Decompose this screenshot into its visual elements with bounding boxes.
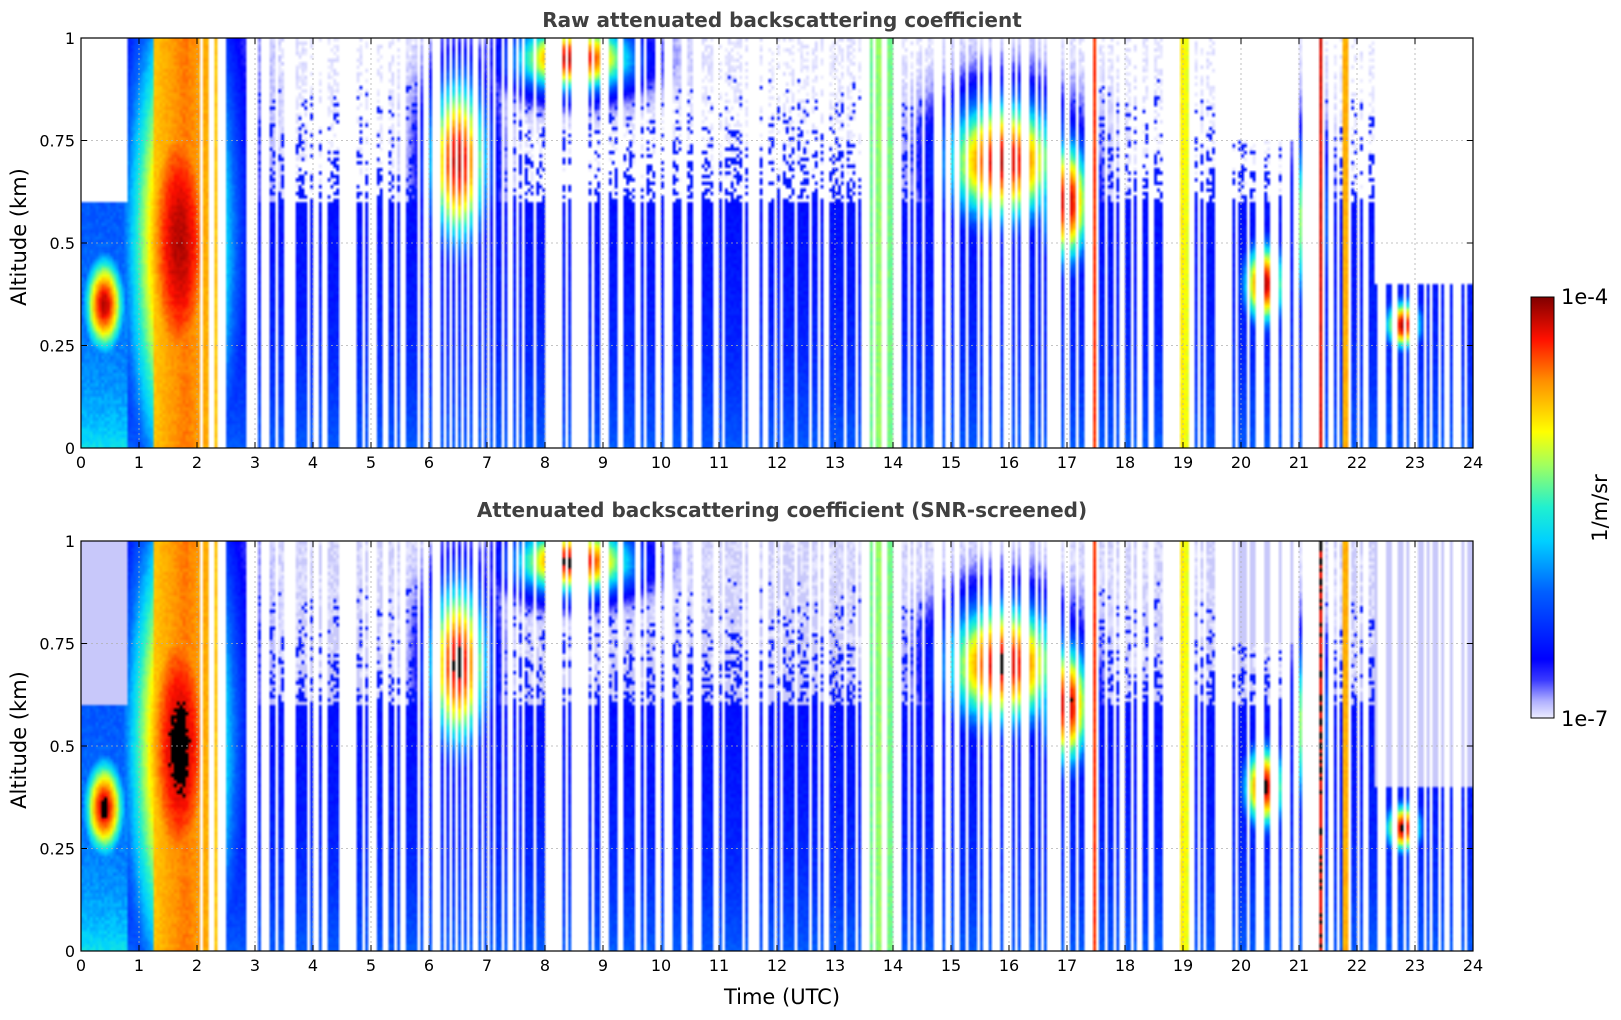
x-tick-label: 13 — [825, 453, 845, 472]
colorbar-min-label: 1e-7 — [1561, 707, 1608, 731]
x-tick-label: 16 — [999, 956, 1019, 975]
x-axis-label: Time (UTC) — [723, 985, 840, 1009]
y-tick-label: 1 — [65, 29, 75, 48]
x-tick-label: 4 — [308, 956, 318, 975]
colorbar: 1e-4 1e-7 1/m/sr — [1530, 285, 1612, 731]
y-tick-label: 0 — [65, 942, 75, 961]
colorbar-gradient — [1530, 296, 1555, 719]
y-axis: 0 0.25 0.5 0.75 1 — [39, 29, 1473, 458]
x-tick-label: 9 — [598, 956, 608, 975]
x-tick-label: 7 — [482, 956, 492, 975]
y-tick-label: 1 — [65, 532, 75, 551]
grid-lines — [81, 38, 1473, 448]
x-tick-label: 5 — [366, 956, 376, 975]
x-tick-label: 17 — [1057, 956, 1077, 975]
x-tick-label: 22 — [1347, 453, 1367, 472]
y-tick-label: 0.25 — [39, 840, 75, 859]
colorbar-max-label: 1e-4 — [1561, 285, 1608, 309]
y-tick-label: 0.75 — [39, 635, 75, 654]
y-axis-label: Altitude (km) — [7, 168, 31, 306]
x-axis: 0 1 2 3 4 5 6 7 8 9 10 11 12 13 14 15 16 17 18 19 20 21 22 23 24 — [76, 38, 1483, 472]
x-tick-label: 14 — [883, 453, 903, 472]
x-tick-label: 1 — [134, 453, 144, 472]
x-tick-label: 20 — [1231, 956, 1251, 975]
x-tick-label: 23 — [1405, 956, 1425, 975]
x-tick-label: 21 — [1289, 956, 1309, 975]
x-tick-label: 16 — [999, 453, 1019, 472]
y-tick-label: 0.5 — [50, 234, 75, 253]
x-tick-label: 21 — [1289, 453, 1309, 472]
x-tick-label: 20 — [1231, 453, 1251, 472]
x-axis: 0 1 2 3 4 5 6 7 8 9 10 11 12 13 14 15 16 17 18 19 20 21 22 23 24 — [76, 541, 1483, 975]
x-tick-label: 3 — [250, 956, 260, 975]
y-tick-label: 0 — [65, 439, 75, 458]
grid-lines — [81, 541, 1473, 951]
panel-title: Attenuated backscattering coefficient (S… — [477, 498, 1087, 522]
x-tick-label: 17 — [1057, 453, 1077, 472]
x-tick-label: 11 — [709, 453, 729, 472]
x-tick-label: 14 — [883, 956, 903, 975]
x-tick-label: 15 — [941, 956, 961, 975]
x-tick-label: 18 — [1115, 956, 1135, 975]
colorbar-unit-label: 1/m/sr — [1588, 474, 1612, 542]
x-tick-label: 19 — [1173, 453, 1193, 472]
x-tick-label: 8 — [540, 453, 550, 472]
x-tick-label: 6 — [424, 956, 434, 975]
x-tick-label: 4 — [308, 453, 318, 472]
x-tick-label: 8 — [540, 956, 550, 975]
x-tick-label: 3 — [250, 453, 260, 472]
snr-screened-panel: Attenuated backscattering coefficient (S… — [7, 498, 1483, 1009]
x-tick-label: 18 — [1115, 453, 1135, 472]
y-tick-label: 0.75 — [39, 132, 75, 151]
x-tick-label: 15 — [941, 453, 961, 472]
x-tick-label: 23 — [1405, 453, 1425, 472]
x-tick-label: 7 — [482, 453, 492, 472]
x-tick-label: 2 — [192, 956, 202, 975]
x-tick-label: 13 — [825, 956, 845, 975]
x-tick-label: 5 — [366, 453, 376, 472]
y-axis-label: Altitude (km) — [7, 671, 31, 809]
y-axis: 0 0.25 0.5 0.75 1 — [39, 532, 1473, 961]
y-tick-label: 0.25 — [39, 337, 75, 356]
x-tick-label: 10 — [651, 453, 671, 472]
x-tick-label: 1 — [134, 956, 144, 975]
x-tick-label: 24 — [1463, 956, 1483, 975]
x-tick-label: 6 — [424, 453, 434, 472]
x-tick-label: 22 — [1347, 956, 1367, 975]
raw-backscatter-panel: Raw attenuated backscattering coefficien… — [7, 8, 1483, 472]
x-tick-label: 11 — [709, 956, 729, 975]
x-tick-label: 0 — [76, 453, 86, 472]
x-tick-label: 0 — [76, 956, 86, 975]
x-tick-label: 9 — [598, 453, 608, 472]
x-tick-label: 12 — [767, 453, 787, 472]
x-tick-label: 10 — [651, 956, 671, 975]
panel-title: Raw attenuated backscattering coefficien… — [542, 8, 1022, 32]
x-tick-label: 24 — [1463, 453, 1483, 472]
x-tick-label: 19 — [1173, 956, 1193, 975]
x-tick-label: 12 — [767, 956, 787, 975]
y-tick-label: 0.5 — [50, 737, 75, 756]
x-tick-label: 2 — [192, 453, 202, 472]
